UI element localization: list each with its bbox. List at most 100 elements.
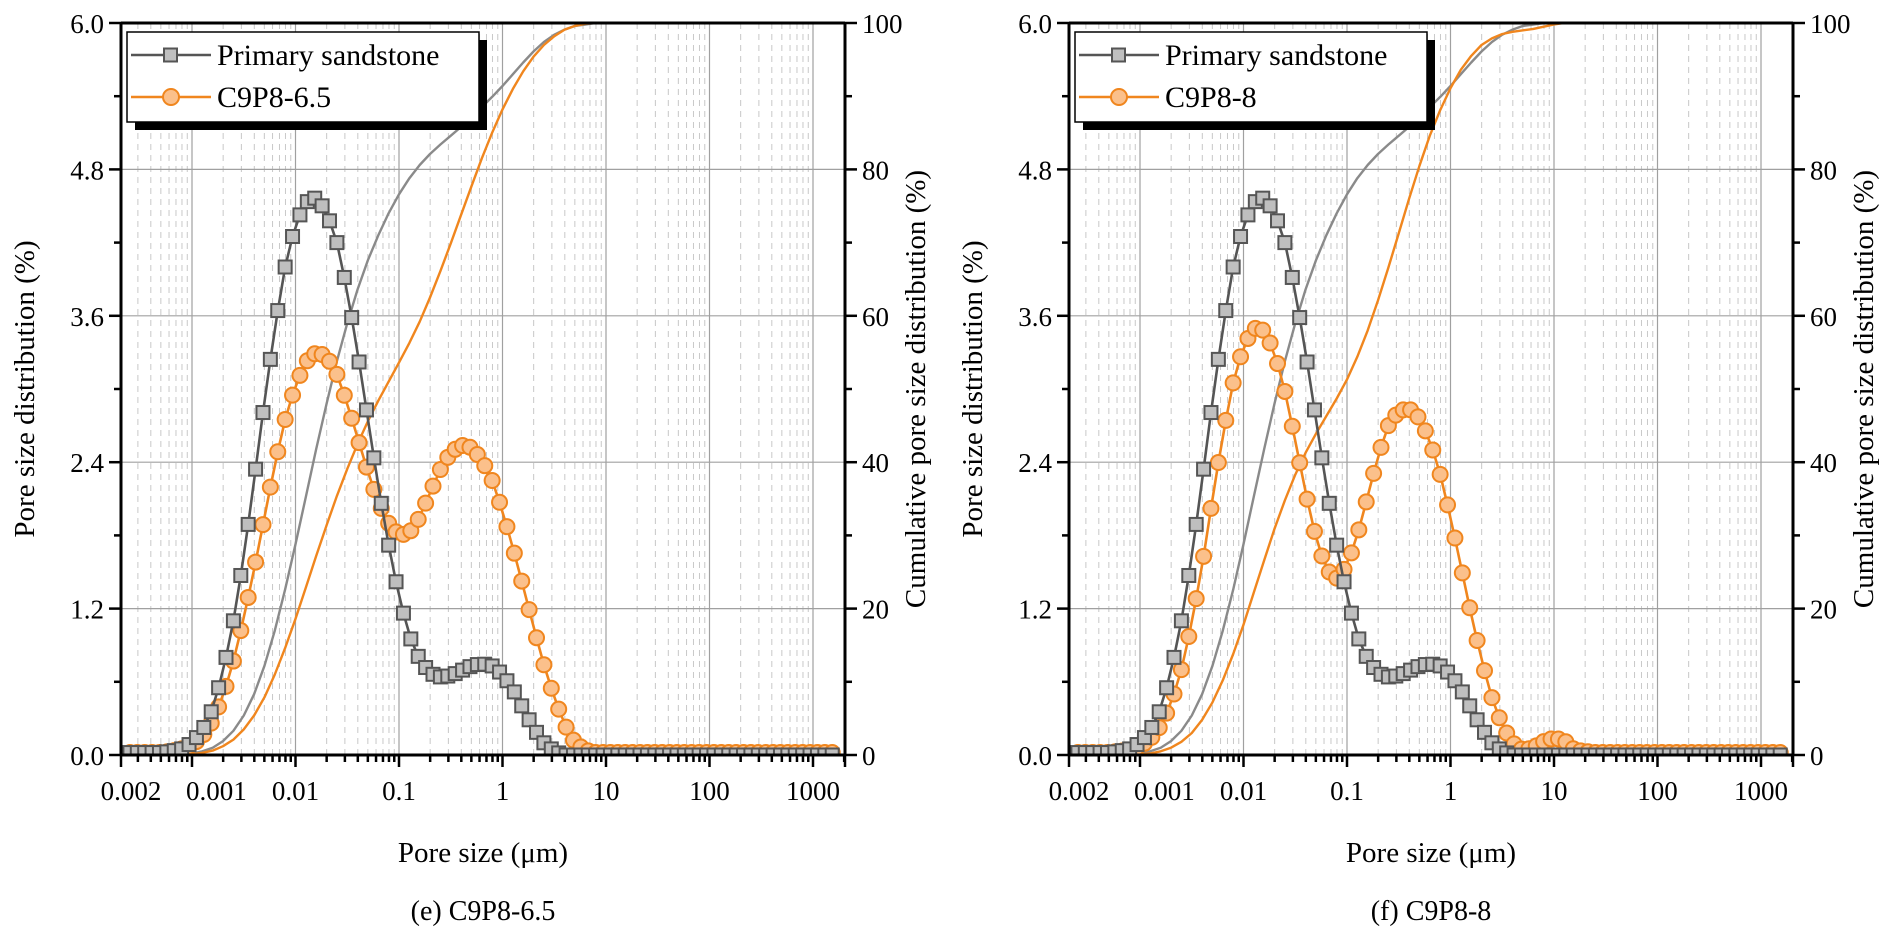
y-tick-label: 6.0 <box>70 9 104 39</box>
y2-axis-title: Cumulative pore size distribution (%) <box>1848 170 1880 608</box>
data-point <box>557 718 575 736</box>
legend-marker-square-icon <box>163 47 178 63</box>
data-point <box>1151 704 1167 720</box>
data-point <box>247 553 265 571</box>
data-point <box>1409 408 1427 426</box>
data-point <box>343 409 361 427</box>
legend-label: C9P8-8 <box>1165 81 1257 114</box>
x-tick-label: 0.001 <box>186 776 247 806</box>
data-point <box>498 518 516 536</box>
data-point <box>1262 198 1278 214</box>
plot-area <box>1069 23 1789 755</box>
data-point <box>1173 613 1189 629</box>
data-point <box>1269 355 1287 373</box>
data-point <box>1232 348 1250 366</box>
data-point <box>1159 680 1175 696</box>
panel-e: 0.002 0.001 0.01 0.1 1 10 100 10000.01.22.43.64… <box>9 9 932 927</box>
data-point <box>321 352 339 370</box>
x-tick-label: 10 <box>1541 776 1568 806</box>
data-point <box>1462 698 1478 714</box>
data-point <box>277 259 293 275</box>
data-point <box>269 443 287 461</box>
data-point <box>1454 684 1470 700</box>
data-point <box>1469 712 1485 728</box>
data-point <box>1270 213 1286 229</box>
data-point <box>1343 605 1359 621</box>
data-point <box>483 472 501 489</box>
series-line-c9p8-8 <box>1077 326 1781 754</box>
data-point <box>344 310 360 326</box>
x-axis-title: Pore size (μm) <box>398 837 568 869</box>
data-point <box>505 544 523 562</box>
data-point <box>1424 441 1442 459</box>
y2-tick-label: 0 <box>862 741 876 771</box>
x-tick-label: 0.01 <box>1220 776 1267 806</box>
data-point <box>388 574 404 590</box>
data-point <box>366 450 382 466</box>
x-tick-label: 100 <box>689 776 730 806</box>
data-point <box>1365 464 1383 482</box>
legend: Primary sandstone C9P8-6.5 <box>126 31 487 130</box>
data-point <box>1313 547 1331 565</box>
series-line-primary-sandstone-cumulative <box>129 23 834 755</box>
data-point <box>1350 521 1368 539</box>
data-point <box>211 680 227 696</box>
data-point <box>254 516 272 534</box>
data-point <box>431 461 449 479</box>
y2-tick-label: 60 <box>862 302 889 332</box>
data-point <box>1306 402 1322 418</box>
data-point <box>395 605 411 621</box>
series-line-c9p8-6-5-cumulative <box>129 23 834 755</box>
data-point <box>1284 269 1300 285</box>
data-point <box>1342 544 1360 562</box>
data-point <box>358 402 374 418</box>
plot-area <box>121 23 841 755</box>
data-point <box>1305 522 1323 540</box>
data-point <box>1277 235 1293 251</box>
data-point <box>239 588 257 606</box>
legend-label: Primary sandstone <box>217 39 439 72</box>
grid <box>1069 23 1793 755</box>
y2-tick-label: 80 <box>862 155 889 185</box>
data-point <box>1276 382 1294 400</box>
figure-caption: (e) C9P8-6.5 <box>411 896 556 927</box>
x-tick-label: 1 <box>1444 776 1458 806</box>
y2-tick-label: 40 <box>1810 448 1837 478</box>
legend-marker-circle-icon <box>162 88 180 106</box>
y-tick-label: 4.8 <box>1018 155 1052 185</box>
y-axis-title: Pore size distribution (%) <box>9 240 41 537</box>
y-tick-label: 3.6 <box>1018 302 1052 332</box>
legend-box <box>1074 31 1428 123</box>
data-point <box>351 354 367 370</box>
data-point <box>1203 405 1219 421</box>
x-tick-label: 100 <box>1637 776 1678 806</box>
data-point <box>1329 537 1345 553</box>
data-point <box>403 631 419 647</box>
data-point <box>336 269 352 285</box>
y-tick-label: 1.2 <box>1018 595 1052 625</box>
x-tick-label: 0.001 <box>1134 776 1195 806</box>
x-tick-label: 0.01 <box>272 776 319 806</box>
figure-caption: (f) C9P8-8 <box>1371 896 1492 927</box>
y-tick-label: 6.0 <box>1018 9 1052 39</box>
data-point <box>1490 709 1508 727</box>
data-point <box>314 198 330 214</box>
series-line-primary-sandstone-cumulative <box>1077 23 1782 755</box>
data-point <box>1321 495 1337 511</box>
data-point <box>424 477 442 495</box>
data-point <box>409 510 427 528</box>
data-point <box>1439 496 1457 514</box>
data-point <box>1217 411 1235 429</box>
data-point <box>1468 631 1486 649</box>
legend-marker-circle-icon <box>1110 88 1128 106</box>
data-point <box>270 303 286 319</box>
x-tick-label: 0.002 <box>1049 776 1110 806</box>
data-point <box>1195 547 1213 565</box>
data-point <box>1431 465 1449 483</box>
data-point <box>292 207 308 223</box>
data-point <box>255 405 271 421</box>
y2-tick-label: 100 <box>1810 9 1851 39</box>
y2-tick-label: 40 <box>862 448 889 478</box>
data-point <box>520 601 538 619</box>
